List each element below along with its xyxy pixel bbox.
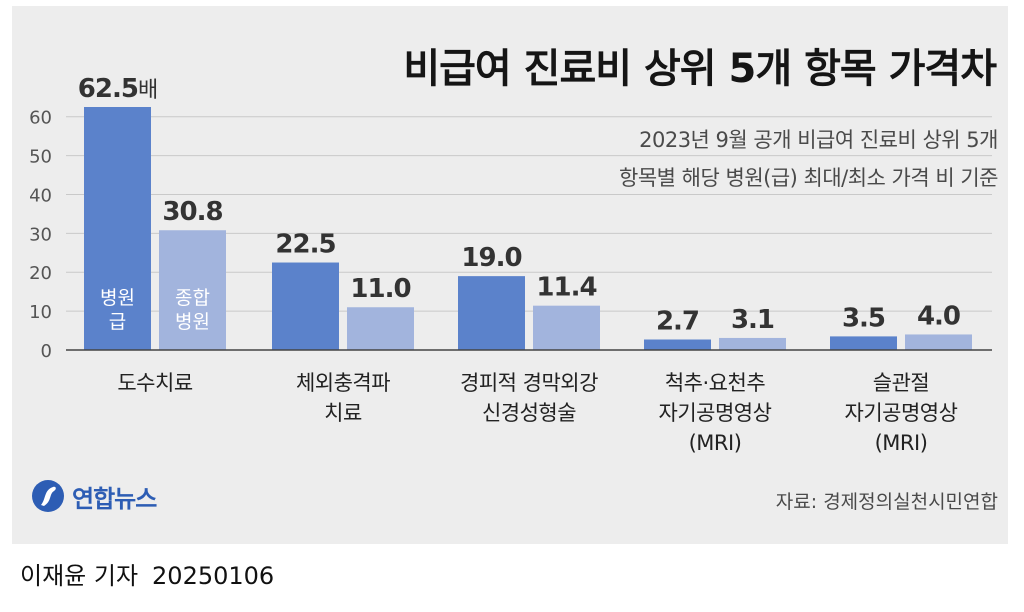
value-label: 62.5배	[78, 74, 157, 104]
credit-line: 이재윤 기자 20250106	[20, 556, 274, 591]
y-tick-label: 50	[29, 147, 52, 168]
value-label: 4.0	[917, 301, 960, 331]
source-note: 자료: 경제정의실천시민연합	[775, 491, 998, 513]
chart-subtitle-line-1: 2023년 9월 공개 비급여 진료비 상위 5개	[639, 128, 998, 152]
value-label: 2.7	[656, 307, 699, 337]
bar-general-hospital	[719, 337, 786, 350]
value-label: 30.8	[162, 197, 222, 227]
yonhap-logo-icon	[32, 480, 64, 512]
bar-hospital	[84, 107, 151, 350]
value-label: 11.4	[536, 273, 596, 303]
category-label: 슬관절	[873, 371, 929, 395]
bar-hospital	[272, 262, 339, 350]
bar-hospital	[458, 276, 525, 350]
category-label: 체외충격파	[296, 371, 390, 395]
chart-title: 비급여 진료비 상위 5개 항목 가격차	[403, 46, 997, 92]
category-label: 척추·요천추	[665, 371, 765, 395]
bar-general-hospital	[533, 305, 600, 350]
value-label: 3.1	[731, 305, 774, 335]
y-tick-label: 40	[29, 185, 52, 206]
category-label: 치료	[324, 401, 362, 425]
yonhap-logo: 연합뉴스	[30, 478, 157, 514]
value-label: 22.5	[275, 230, 335, 260]
bar-general-hospital	[905, 334, 972, 350]
legend-label: 급	[109, 311, 126, 333]
category-label: 자기공명영상	[659, 401, 772, 425]
category-label: 자기공명영상	[845, 401, 958, 425]
y-tick-label: 0	[41, 341, 52, 362]
legend-label: 종합	[175, 287, 210, 309]
category-label: 도수치료	[117, 371, 192, 395]
bar-general-hospital	[347, 307, 414, 350]
bar-general-hospital	[159, 230, 226, 350]
chart-subtitle-line-2: 항목별 해당 병원(급) 최대/최소 가격 비 기준	[619, 166, 998, 190]
y-tick-label: 10	[29, 302, 52, 323]
category-label: (MRI)	[875, 431, 928, 455]
category-label: (MRI)	[689, 431, 742, 455]
logo-text: 연합뉴스	[72, 484, 157, 513]
publish-date: 20250106	[152, 562, 275, 590]
bar-hospital	[830, 336, 897, 350]
y-tick-label: 60	[29, 108, 52, 129]
value-label: 19.0	[461, 243, 521, 273]
value-label: 11.0	[350, 274, 410, 304]
category-label: 경피적 경막외강	[460, 371, 598, 395]
category-label: 신경성형술	[482, 401, 576, 425]
reporter-name: 이재윤 기자	[20, 562, 139, 590]
bar-hospital	[644, 339, 711, 350]
y-tick-label: 20	[29, 263, 52, 284]
y-tick-label: 30	[29, 224, 52, 245]
value-label: 3.5	[842, 303, 885, 333]
legend-label: 병원	[175, 311, 210, 333]
legend-label: 병원	[100, 287, 135, 309]
